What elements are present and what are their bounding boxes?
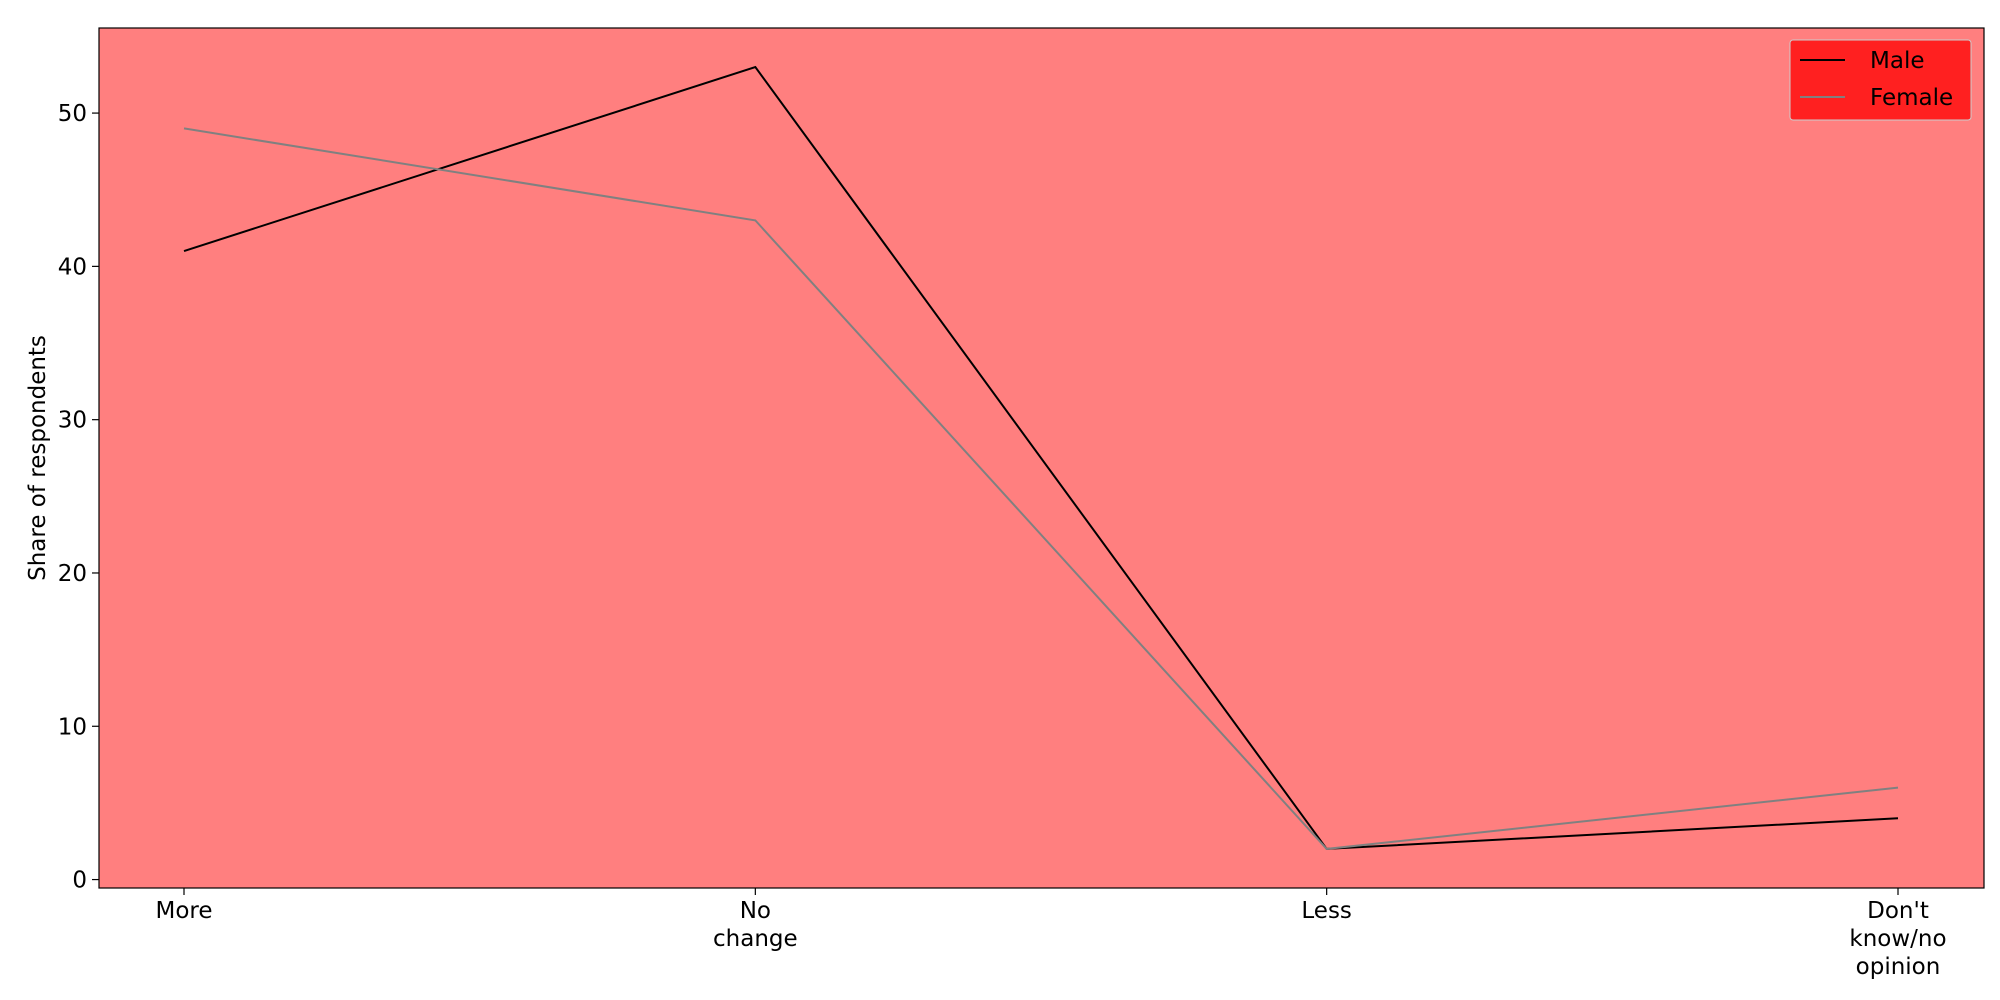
y-tick-label: 0	[72, 868, 87, 894]
y-axis: 0 10 20 30 40 50	[58, 101, 99, 894]
x-tick-label: Less	[1301, 898, 1352, 924]
series-line-male	[183, 65, 1899, 850]
x-axis: More No change Less Don't know/no opinion	[155, 888, 1947, 980]
x-tick-label: No change	[713, 898, 798, 952]
legend-label: Female	[1870, 85, 1953, 111]
y-tick-label: 30	[58, 408, 87, 434]
y-tick-label: 10	[58, 714, 87, 740]
y-tick-label: 20	[58, 561, 87, 587]
legend: Male Female	[1789, 39, 1972, 121]
x-tick-label: More	[155, 898, 212, 924]
plot-frame	[98, 27, 1985, 889]
y-tick-label: 40	[58, 254, 87, 280]
series-line-female	[183, 127, 1899, 850]
legend-label: Male	[1870, 48, 1924, 74]
series-layer	[183, 65, 1899, 850]
y-axis-title: Share of respondents	[25, 335, 51, 581]
x-tick-label: Don't know/no opinion	[1849, 898, 1946, 980]
y-tick-label: 50	[58, 101, 87, 127]
